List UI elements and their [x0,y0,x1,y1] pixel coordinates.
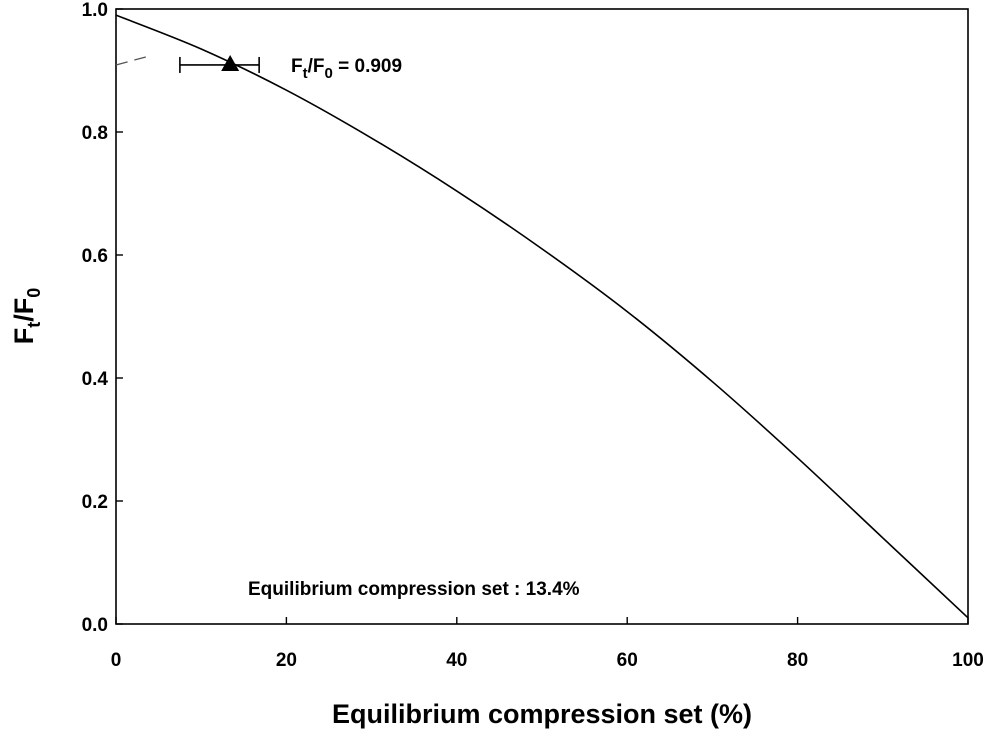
y-tick-label: 0.2 [82,492,108,513]
x-tick-label: 20 [276,650,297,671]
x-tick-label: 40 [446,650,467,671]
fit-curve [115,14,969,619]
point-label-sub2: 0 [325,65,333,82]
x-tick-label: 0 [111,650,122,671]
y-tick-label: 0.4 [82,369,109,390]
x-axis-title: Equilibrium compression set (%) [332,699,752,729]
y-tick-label: 0.0 [82,615,108,636]
y-axis-label-main: F [9,328,39,345]
error-bar [179,56,260,73]
point-value-label: Ft/F0 = 0.909 [291,56,402,82]
x-tick-label: 100 [952,650,984,671]
x-axis-label: Equilibrium compression set (%) [332,699,752,729]
x-tick-label: 80 [787,650,808,671]
point-label-main: F [291,56,303,77]
y-tick-label: 0.8 [82,123,108,144]
y-axis-label: Ft/F0 [9,288,44,345]
y-axis-label-sub1: t [24,322,44,328]
y-axis-title: Ft/F0 [9,288,44,345]
point-label-value: = 0.909 [333,56,402,77]
point-label-sub1: t [303,65,308,82]
point-label-mid: /F [308,56,325,77]
y-tick-label: 0.6 [82,246,108,267]
dashed-segment [115,56,146,66]
y-ticks: 0.0 0.2 0.4 0.6 0.8 1.0 [82,0,123,636]
x-ticks: 0 20 40 60 80 100 [111,617,984,671]
x-tick-label: 60 [617,650,638,671]
equilibrium-set-annotation: Equilibrium compression set : 13.4% [248,579,580,600]
y-axis-label-sub2: 0 [24,288,44,298]
y-axis-label-mid: /F [9,298,39,322]
plot-frame [115,8,969,625]
triangle-marker [221,54,240,71]
y-tick-label: 1.0 [82,0,108,21]
